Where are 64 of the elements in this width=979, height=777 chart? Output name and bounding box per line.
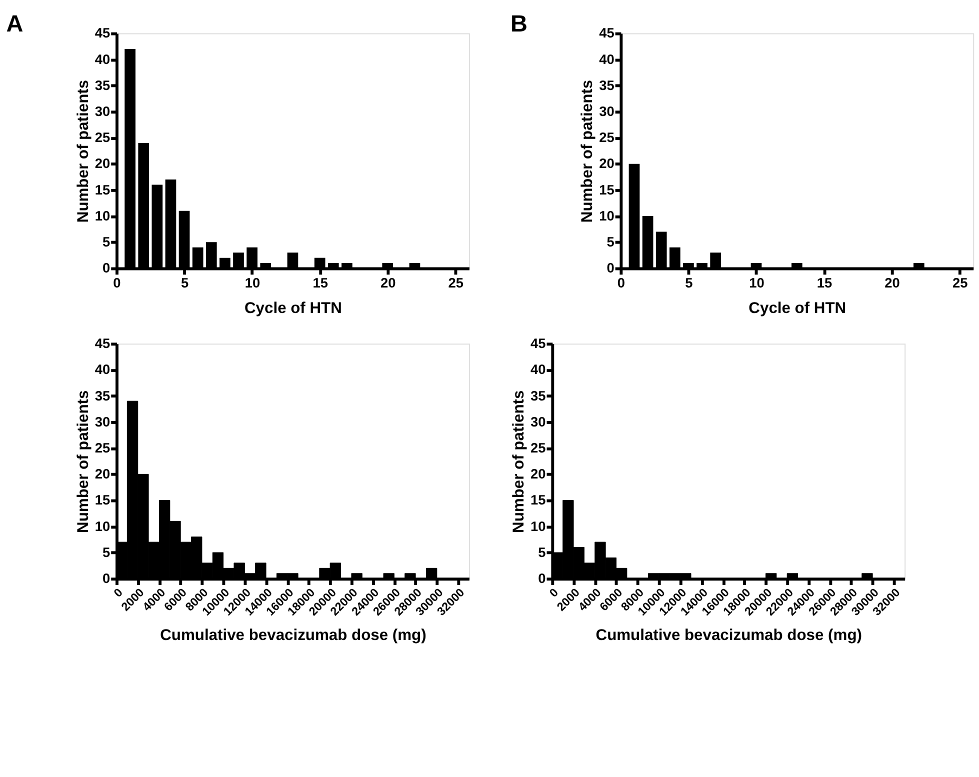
y-tick-label: 40 — [599, 52, 615, 67]
y-tick-label: 40 — [94, 362, 111, 378]
x-tick-label: 20 — [380, 275, 396, 290]
y-tick-label: 10 — [530, 518, 546, 534]
y-tick-label: 15 — [599, 182, 615, 198]
chart-title: A — [6, 10, 24, 36]
y-tick-label: 0 — [102, 571, 111, 586]
y-tick-label: 10 — [94, 518, 111, 534]
y-tick-label: 20 — [530, 466, 546, 482]
x-tick-label: 5 — [180, 275, 189, 290]
y-tick-label: 30 — [94, 104, 111, 120]
y-tick-label: 0 — [538, 571, 546, 586]
y-axis-title: Number of patients — [510, 390, 528, 533]
y-tick-label: 20 — [94, 156, 111, 172]
y-tick-label: 45 — [94, 26, 111, 41]
y-tick-label: 45 — [599, 26, 615, 41]
x-axis-title: Cycle of HTN — [244, 300, 342, 317]
y-tick-label: 20 — [94, 466, 111, 482]
x-tick-label: 15 — [312, 275, 328, 290]
y-axis-title: Number of patients — [75, 80, 92, 223]
y-tick-label: 15 — [530, 492, 546, 508]
y-tick-label: 45 — [530, 336, 546, 352]
y-tick-label: 10 — [94, 208, 111, 224]
y-tick-label: 15 — [94, 492, 111, 508]
y-tick-label: 0 — [606, 260, 615, 276]
y-tick-label: 35 — [94, 78, 111, 93]
y-tick-label: 5 — [102, 234, 111, 250]
y-tick-label: 15 — [94, 182, 111, 198]
x-tick-label: 20 — [884, 275, 900, 290]
x-tick-label: 10 — [749, 275, 765, 290]
chart-title: B — [510, 10, 528, 36]
y-tick-label: 40 — [530, 362, 546, 378]
y-tick-label: 10 — [599, 208, 615, 224]
x-axis-title: Cycle of HTN — [748, 300, 846, 317]
y-tick-label: 0 — [102, 260, 111, 276]
y-tick-label: 25 — [530, 440, 546, 456]
x-tick-label: 5 — [685, 275, 694, 290]
y-axis-title: Number of patients — [579, 80, 596, 223]
y-tick-label: 30 — [530, 414, 546, 430]
y-tick-label: 30 — [94, 414, 111, 430]
y-tick-label: 35 — [94, 388, 111, 404]
y-tick-label: 30 — [599, 104, 615, 120]
x-tick-label: 0 — [113, 275, 122, 290]
y-tick-label: 25 — [94, 130, 111, 146]
y-tick-label: 25 — [599, 130, 615, 146]
x-tick-label: 15 — [816, 275, 832, 290]
y-tick-label: 25 — [94, 440, 111, 456]
y-tick-label: 5 — [102, 544, 111, 560]
x-tick-label: 0 — [617, 275, 626, 290]
y-axis-title: Number of patients — [75, 390, 92, 533]
y-tick-label: 20 — [599, 156, 615, 172]
x-tick-label: 0 — [112, 586, 126, 600]
y-tick-label: 35 — [599, 78, 615, 93]
y-tick-label: 5 — [606, 234, 615, 250]
y-tick-label: 5 — [538, 544, 546, 560]
y-tick-label: 35 — [530, 388, 546, 404]
x-axis-title: Cumulative bevacizumab dose (mg) — [160, 627, 426, 644]
x-tick-label: 10 — [244, 275, 261, 290]
x-tick-label: 25 — [952, 275, 968, 290]
x-axis-title: Cumulative bevacizumab dose (mg) — [596, 627, 862, 644]
y-tick-label: 40 — [94, 52, 111, 67]
x-tick-label: 0 — [547, 586, 562, 600]
x-tick-label: 25 — [448, 275, 464, 290]
y-tick-label: 45 — [94, 336, 111, 352]
